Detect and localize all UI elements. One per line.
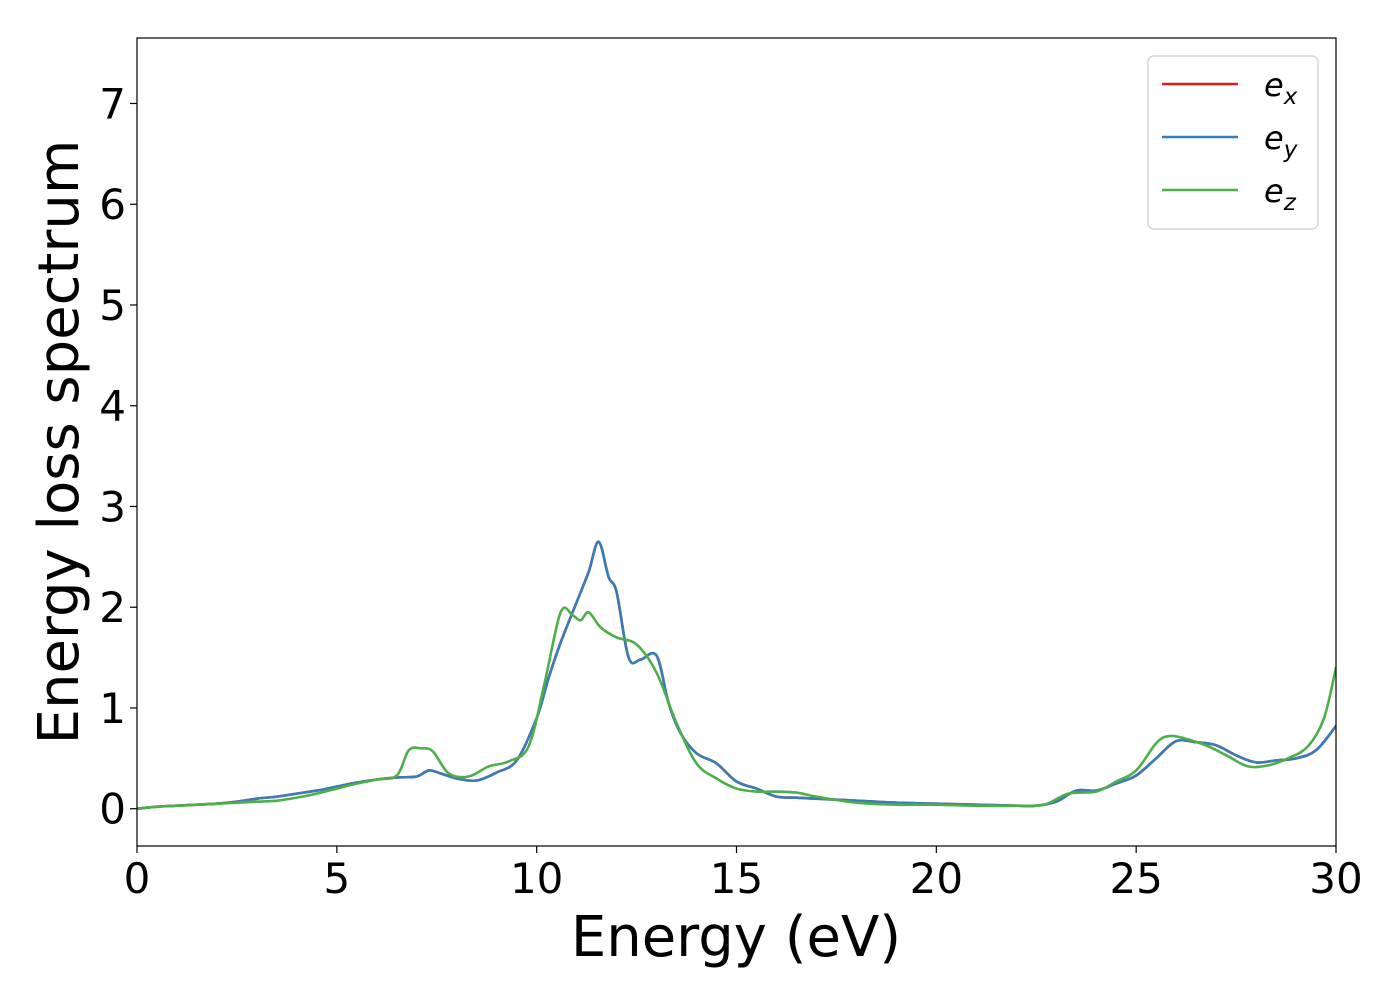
legend-label-z: ez	[1264, 172, 1297, 216]
y-tick-label: 2	[99, 583, 126, 632]
x-tick-label: 0	[124, 854, 151, 903]
x-tick-label: 25	[1109, 854, 1162, 903]
x-tick-label: 15	[710, 854, 763, 903]
x-axis-label: Energy (eV)	[571, 905, 901, 970]
series-line-y	[137, 540, 1336, 811]
y-tick-label: 7	[99, 79, 126, 128]
y-tick-label: 4	[99, 382, 126, 431]
series-line-z	[137, 606, 1336, 811]
x-axis: 0 5 10 15 20 25 30	[124, 846, 1363, 903]
legend: ex ey ez	[1147, 55, 1319, 230]
y-tick-label: 3	[99, 482, 126, 531]
y-tick-label: 0	[99, 785, 126, 834]
y-axis-label: Energy loss spectrum	[27, 140, 92, 745]
legend-label-x: ex	[1264, 66, 1298, 110]
x-tick-label: 20	[910, 854, 963, 903]
x-tick-label: 5	[323, 854, 350, 903]
y-tick-label: 1	[99, 684, 126, 733]
y-tick-label: 5	[99, 281, 126, 330]
x-tick-label: 30	[1309, 854, 1362, 903]
y-tick-label: 6	[99, 180, 126, 229]
x-tick-label: 10	[510, 854, 563, 903]
series-layer	[137, 540, 1336, 811]
legend-box	[1147, 55, 1319, 230]
legend-label-y: ey	[1264, 119, 1298, 163]
y-axis: 0 1 2 3 4 5 6 7	[99, 79, 137, 834]
